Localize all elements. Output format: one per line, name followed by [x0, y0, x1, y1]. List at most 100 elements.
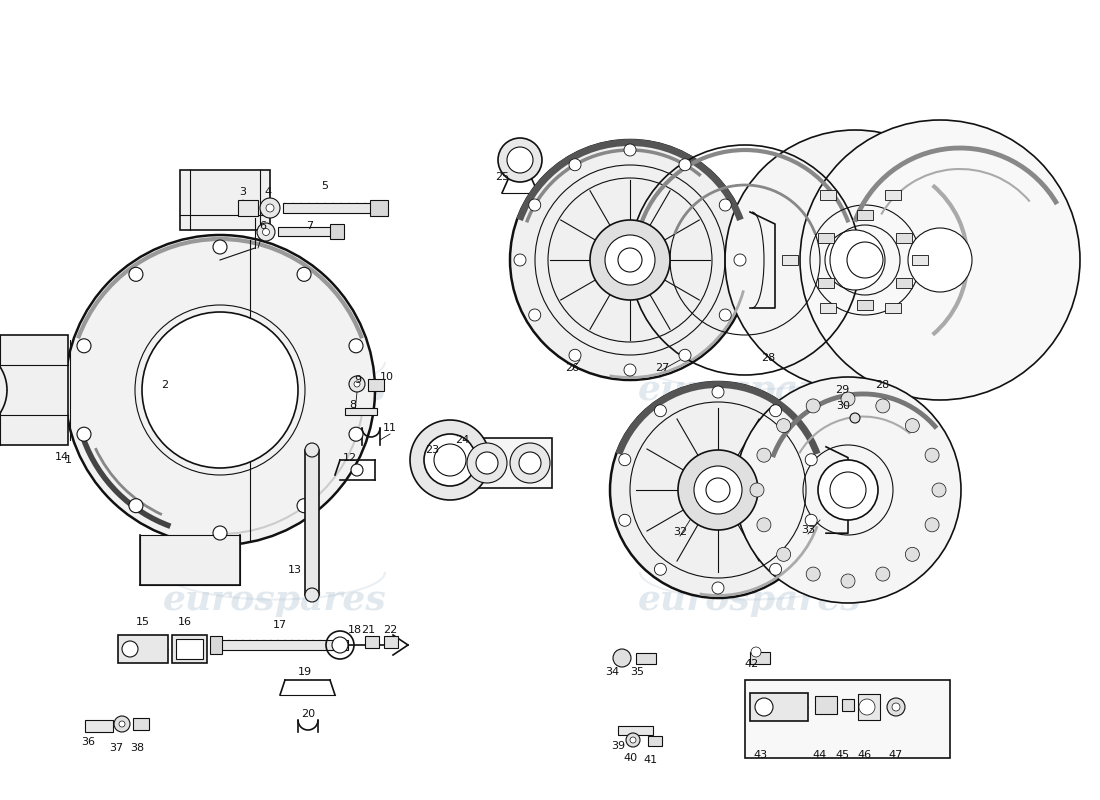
Bar: [782, 255, 797, 265]
Circle shape: [349, 376, 365, 392]
Text: 46: 46: [857, 750, 871, 760]
Text: 36: 36: [81, 737, 95, 747]
Text: 45: 45: [835, 750, 849, 760]
Text: 7: 7: [307, 221, 314, 231]
Circle shape: [569, 158, 581, 170]
Circle shape: [410, 420, 490, 500]
Text: 26: 26: [565, 363, 579, 373]
Circle shape: [610, 382, 826, 598]
Circle shape: [770, 405, 782, 417]
Circle shape: [332, 637, 348, 653]
Bar: [345, 408, 377, 415]
Circle shape: [65, 235, 375, 545]
Circle shape: [351, 464, 363, 476]
Circle shape: [142, 312, 298, 468]
Bar: [238, 200, 258, 216]
Bar: [176, 639, 204, 659]
Text: 24: 24: [455, 435, 469, 445]
Text: 32: 32: [673, 527, 688, 537]
Bar: [820, 190, 836, 200]
Bar: [820, 302, 836, 313]
Text: eurospares: eurospares: [638, 583, 862, 617]
Circle shape: [887, 698, 905, 716]
Circle shape: [476, 452, 498, 474]
Text: 5: 5: [321, 181, 329, 191]
Bar: [750, 652, 770, 664]
Text: 27: 27: [654, 363, 669, 373]
Bar: [118, 635, 168, 663]
Circle shape: [590, 220, 670, 300]
Circle shape: [719, 309, 732, 321]
Bar: [210, 636, 222, 654]
Circle shape: [626, 733, 640, 747]
Text: 42: 42: [745, 659, 759, 669]
Text: 28: 28: [874, 380, 889, 390]
Bar: [818, 278, 834, 287]
Circle shape: [800, 120, 1080, 400]
Circle shape: [678, 450, 758, 530]
Circle shape: [498, 138, 542, 182]
Text: 25: 25: [495, 172, 509, 182]
Circle shape: [0, 348, 7, 432]
Bar: [462, 438, 552, 488]
Circle shape: [725, 130, 984, 390]
Bar: [884, 302, 901, 313]
Circle shape: [925, 448, 939, 462]
Circle shape: [751, 647, 761, 657]
Bar: [618, 726, 653, 735]
Text: 40: 40: [623, 753, 637, 763]
Circle shape: [805, 454, 817, 466]
Circle shape: [129, 498, 143, 513]
Circle shape: [777, 547, 791, 562]
Text: 34: 34: [605, 667, 619, 677]
Circle shape: [735, 377, 961, 603]
Circle shape: [757, 448, 771, 462]
Bar: [818, 233, 834, 242]
Circle shape: [529, 309, 541, 321]
Text: 35: 35: [630, 667, 644, 677]
Bar: [365, 636, 380, 648]
Text: 29: 29: [835, 385, 849, 395]
Circle shape: [925, 518, 939, 532]
Circle shape: [77, 339, 91, 353]
Text: 9: 9: [354, 375, 362, 385]
Circle shape: [510, 140, 750, 380]
Circle shape: [905, 418, 920, 433]
Circle shape: [619, 454, 630, 466]
Circle shape: [263, 229, 270, 235]
Circle shape: [905, 547, 920, 562]
Circle shape: [750, 483, 764, 497]
Circle shape: [757, 518, 771, 532]
Bar: [884, 190, 901, 200]
Text: 30: 30: [836, 401, 850, 411]
Bar: [857, 210, 873, 220]
Circle shape: [806, 567, 821, 581]
Bar: [912, 255, 928, 265]
Circle shape: [468, 443, 507, 483]
Circle shape: [213, 526, 227, 540]
Bar: [330, 224, 344, 239]
Circle shape: [825, 230, 886, 290]
Bar: [368, 379, 384, 391]
Text: 37: 37: [109, 743, 123, 753]
Text: 33: 33: [801, 525, 815, 535]
Circle shape: [349, 339, 363, 353]
Text: 19: 19: [298, 667, 312, 677]
Text: 39: 39: [610, 741, 625, 751]
Text: 23: 23: [425, 445, 439, 455]
Circle shape: [876, 567, 890, 581]
Bar: [896, 278, 912, 287]
Text: 17: 17: [273, 620, 287, 630]
Circle shape: [932, 483, 946, 497]
Circle shape: [624, 364, 636, 376]
Text: 14: 14: [55, 452, 69, 462]
Circle shape: [712, 386, 724, 398]
Bar: [85, 720, 113, 732]
Text: 22: 22: [383, 625, 397, 635]
Circle shape: [619, 514, 630, 526]
Circle shape: [859, 699, 874, 715]
Circle shape: [119, 721, 125, 727]
Bar: [305, 450, 319, 595]
Circle shape: [257, 223, 275, 241]
Text: eurospares: eurospares: [163, 373, 387, 407]
